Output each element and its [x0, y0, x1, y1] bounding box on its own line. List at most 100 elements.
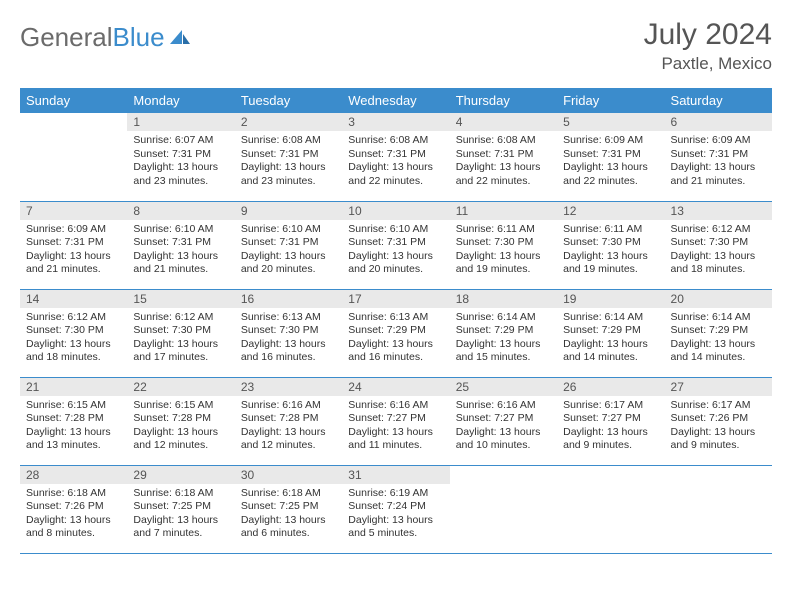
daylight-text: Daylight: 13 hours and 21 minutes.	[671, 161, 766, 188]
daylight-text: Daylight: 13 hours and 19 minutes.	[456, 250, 551, 277]
sunrise-text: Sunrise: 6:12 AM	[26, 311, 121, 325]
brand-part1: General	[20, 22, 113, 53]
day-cell: 28Sunrise: 6:18 AMSunset: 7:26 PMDayligh…	[20, 465, 127, 553]
day-number: 31	[342, 466, 449, 484]
sunset-text: Sunset: 7:31 PM	[133, 148, 228, 162]
sunrise-text: Sunrise: 6:08 AM	[348, 134, 443, 148]
day-content: Sunrise: 6:16 AMSunset: 7:28 PMDaylight:…	[235, 396, 342, 458]
title-block: July 2024 Paxtle, Mexico	[644, 18, 772, 74]
day-content: Sunrise: 6:12 AMSunset: 7:30 PMDaylight:…	[665, 220, 772, 282]
day-content: Sunrise: 6:10 AMSunset: 7:31 PMDaylight:…	[127, 220, 234, 282]
day-content: Sunrise: 6:07 AMSunset: 7:31 PMDaylight:…	[127, 131, 234, 193]
day-number: 26	[557, 378, 664, 396]
day-cell: 22Sunrise: 6:15 AMSunset: 7:28 PMDayligh…	[127, 377, 234, 465]
day-cell: 8Sunrise: 6:10 AMSunset: 7:31 PMDaylight…	[127, 201, 234, 289]
sunrise-text: Sunrise: 6:17 AM	[671, 399, 766, 413]
day-number: 15	[127, 290, 234, 308]
daylight-text: Daylight: 13 hours and 13 minutes.	[26, 426, 121, 453]
day-number	[20, 113, 127, 131]
day-cell: 20Sunrise: 6:14 AMSunset: 7:29 PMDayligh…	[665, 289, 772, 377]
day-cell: 7Sunrise: 6:09 AMSunset: 7:31 PMDaylight…	[20, 201, 127, 289]
header: GeneralBlue July 2024 Paxtle, Mexico	[20, 18, 772, 74]
day-content: Sunrise: 6:11 AMSunset: 7:30 PMDaylight:…	[450, 220, 557, 282]
sunset-text: Sunset: 7:27 PM	[563, 412, 658, 426]
day-cell: 26Sunrise: 6:17 AMSunset: 7:27 PMDayligh…	[557, 377, 664, 465]
day-content: Sunrise: 6:10 AMSunset: 7:31 PMDaylight:…	[342, 220, 449, 282]
day-number: 11	[450, 202, 557, 220]
day-number: 8	[127, 202, 234, 220]
day-content: Sunrise: 6:16 AMSunset: 7:27 PMDaylight:…	[342, 396, 449, 458]
daylight-text: Daylight: 13 hours and 12 minutes.	[133, 426, 228, 453]
daylight-text: Daylight: 13 hours and 14 minutes.	[563, 338, 658, 365]
day-cell: 19Sunrise: 6:14 AMSunset: 7:29 PMDayligh…	[557, 289, 664, 377]
day-number: 10	[342, 202, 449, 220]
day-number: 21	[20, 378, 127, 396]
col-tuesday: Tuesday	[235, 88, 342, 113]
day-content: Sunrise: 6:12 AMSunset: 7:30 PMDaylight:…	[127, 308, 234, 370]
day-content: Sunrise: 6:19 AMSunset: 7:24 PMDaylight:…	[342, 484, 449, 546]
sunrise-text: Sunrise: 6:18 AM	[241, 487, 336, 501]
day-number: 4	[450, 113, 557, 131]
week-row: 1Sunrise: 6:07 AMSunset: 7:31 PMDaylight…	[20, 113, 772, 201]
daylight-text: Daylight: 13 hours and 23 minutes.	[241, 161, 336, 188]
sunset-text: Sunset: 7:31 PM	[133, 236, 228, 250]
daylight-text: Daylight: 13 hours and 21 minutes.	[133, 250, 228, 277]
sunrise-text: Sunrise: 6:09 AM	[563, 134, 658, 148]
day-cell: 3Sunrise: 6:08 AMSunset: 7:31 PMDaylight…	[342, 113, 449, 201]
daylight-text: Daylight: 13 hours and 15 minutes.	[456, 338, 551, 365]
day-cell: 21Sunrise: 6:15 AMSunset: 7:28 PMDayligh…	[20, 377, 127, 465]
sunrise-text: Sunrise: 6:07 AM	[133, 134, 228, 148]
month-title: July 2024	[644, 18, 772, 52]
sunset-text: Sunset: 7:30 PM	[241, 324, 336, 338]
day-content: Sunrise: 6:11 AMSunset: 7:30 PMDaylight:…	[557, 220, 664, 282]
sunset-text: Sunset: 7:25 PM	[241, 500, 336, 514]
sunrise-text: Sunrise: 6:10 AM	[241, 223, 336, 237]
daylight-text: Daylight: 13 hours and 17 minutes.	[133, 338, 228, 365]
sunset-text: Sunset: 7:31 PM	[26, 236, 121, 250]
daylight-text: Daylight: 13 hours and 19 minutes.	[563, 250, 658, 277]
day-content: Sunrise: 6:15 AMSunset: 7:28 PMDaylight:…	[20, 396, 127, 458]
day-number	[557, 466, 664, 484]
sunset-text: Sunset: 7:31 PM	[241, 148, 336, 162]
week-row: 7Sunrise: 6:09 AMSunset: 7:31 PMDaylight…	[20, 201, 772, 289]
col-sunday: Sunday	[20, 88, 127, 113]
day-cell	[450, 465, 557, 553]
sunset-text: Sunset: 7:31 PM	[671, 148, 766, 162]
daylight-text: Daylight: 13 hours and 20 minutes.	[241, 250, 336, 277]
daylight-text: Daylight: 13 hours and 21 minutes.	[26, 250, 121, 277]
day-number: 17	[342, 290, 449, 308]
sunset-text: Sunset: 7:31 PM	[456, 148, 551, 162]
sunrise-text: Sunrise: 6:08 AM	[241, 134, 336, 148]
sunrise-text: Sunrise: 6:13 AM	[348, 311, 443, 325]
sunset-text: Sunset: 7:24 PM	[348, 500, 443, 514]
day-number: 6	[665, 113, 772, 131]
day-cell: 18Sunrise: 6:14 AMSunset: 7:29 PMDayligh…	[450, 289, 557, 377]
day-cell: 27Sunrise: 6:17 AMSunset: 7:26 PMDayligh…	[665, 377, 772, 465]
daylight-text: Daylight: 13 hours and 9 minutes.	[563, 426, 658, 453]
day-number: 14	[20, 290, 127, 308]
week-row: 14Sunrise: 6:12 AMSunset: 7:30 PMDayligh…	[20, 289, 772, 377]
col-saturday: Saturday	[665, 88, 772, 113]
sunset-text: Sunset: 7:30 PM	[456, 236, 551, 250]
sunrise-text: Sunrise: 6:15 AM	[133, 399, 228, 413]
daylight-text: Daylight: 13 hours and 5 minutes.	[348, 514, 443, 541]
day-content: Sunrise: 6:16 AMSunset: 7:27 PMDaylight:…	[450, 396, 557, 458]
sunrise-text: Sunrise: 6:15 AM	[26, 399, 121, 413]
day-cell: 2 Sunrise: 6:08 AMSunset: 7:31 PMDaylight…	[235, 113, 342, 201]
day-number: 29	[127, 466, 234, 484]
sunset-text: Sunset: 7:31 PM	[241, 236, 336, 250]
sunset-text: Sunset: 7:25 PM	[133, 500, 228, 514]
sunrise-text: Sunrise: 6:11 AM	[563, 223, 658, 237]
day-number: 2	[235, 113, 342, 131]
day-number: 20	[665, 290, 772, 308]
day-content: Sunrise: 6:09 AMSunset: 7:31 PMDaylight:…	[557, 131, 664, 193]
sunrise-text: Sunrise: 6:16 AM	[241, 399, 336, 413]
day-number: 1	[127, 113, 234, 131]
day-cell: 24Sunrise: 6:16 AMSunset: 7:27 PMDayligh…	[342, 377, 449, 465]
sunrise-text: Sunrise: 6:08 AM	[456, 134, 551, 148]
day-cell: 12Sunrise: 6:11 AMSunset: 7:30 PMDayligh…	[557, 201, 664, 289]
day-content: Sunrise: 6:18 AMSunset: 7:26 PMDaylight:…	[20, 484, 127, 546]
day-cell: 5Sunrise: 6:09 AMSunset: 7:31 PMDaylight…	[557, 113, 664, 201]
day-number: 28	[20, 466, 127, 484]
day-number: 23	[235, 378, 342, 396]
